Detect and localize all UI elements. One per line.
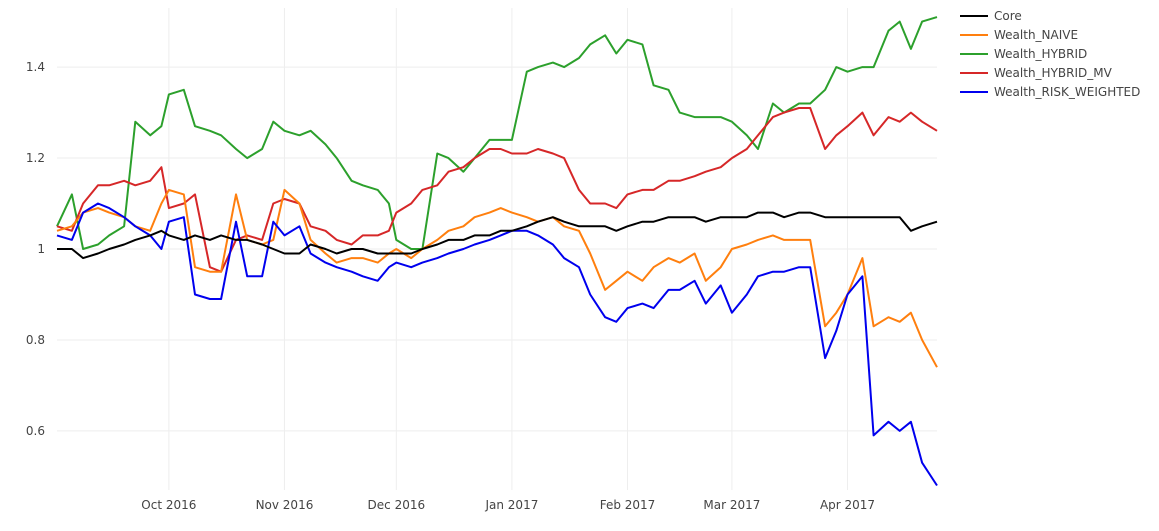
legend-swatch — [960, 90, 988, 93]
series-line-wealth-naive — [56, 188, 938, 368]
y-tick-label: 0.6 — [26, 424, 45, 438]
legend: Core Wealth_NAIVE Wealth_HYBRID Wealth_HYBR… — [960, 6, 1140, 101]
y-axis-ticks: 0.6 0.8 1 1.2 1.4 — [26, 60, 45, 438]
x-tick-label: Jan 2017 — [484, 498, 538, 512]
legend-label: Wealth_NAIVE — [994, 27, 1079, 42]
x-tick-label: Dec 2016 — [368, 498, 426, 512]
gridlines — [57, 8, 937, 490]
legend-label: Wealth_HYBRID_MV — [994, 65, 1112, 80]
series-line-wealth-hybrid-mv — [56, 107, 938, 273]
x-tick-label: Apr 2017 — [820, 498, 875, 512]
x-tick-label: Mar 2017 — [703, 498, 760, 512]
legend-swatch — [960, 14, 988, 17]
legend-label: Core — [994, 8, 1022, 23]
legend-item-core[interactable]: Core — [960, 6, 1140, 25]
y-tick-label: 1.4 — [26, 60, 45, 74]
legend-item-wealth-naive[interactable]: Wealth_NAIVE — [960, 25, 1140, 44]
legend-item-wealth-hybrid[interactable]: Wealth_HYBRID — [960, 44, 1140, 63]
x-tick-label: Feb 2017 — [600, 498, 656, 512]
legend-item-wealth-hybrid-mv[interactable]: Wealth_HYBRID_MV — [960, 63, 1140, 82]
legend-swatch — [960, 71, 988, 74]
y-tick-label: 1 — [37, 242, 45, 256]
y-tick-label: 0.8 — [26, 333, 45, 347]
y-tick-label: 1.2 — [26, 151, 45, 165]
legend-swatch — [960, 33, 988, 36]
legend-item-wealth-risk-weighted[interactable]: Wealth_RISK_WEIGHTED — [960, 82, 1140, 101]
legend-swatch — [960, 52, 988, 55]
legend-label: Wealth_HYBRID — [994, 46, 1088, 61]
series-line-wealth-risk-weighted — [56, 202, 938, 487]
x-tick-label: Oct 2016 — [141, 498, 196, 512]
x-tick-label: Nov 2016 — [256, 498, 314, 512]
series-line-core — [57, 211, 938, 260]
x-axis-ticks: Oct 2016 Nov 2016 Dec 2016 Jan 2017 Feb 2017… — [141, 498, 875, 512]
series-lines — [56, 16, 938, 487]
legend-label: Wealth_RISK_WEIGHTED — [994, 84, 1141, 99]
series-line-wealth-hybrid — [56, 16, 938, 250]
